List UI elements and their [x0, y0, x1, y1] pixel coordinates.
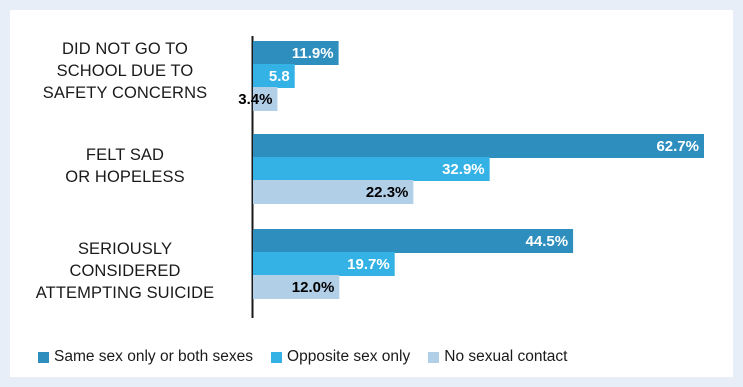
- bar-no-contact-1: [253, 180, 414, 204]
- data-label-opposite-sex-2: 19.7%: [347, 256, 390, 273]
- bar-same-sex-2: [253, 229, 574, 253]
- category-label-line: OR HOPELESS: [65, 168, 185, 186]
- bar-opposite-sex-1: [253, 157, 490, 181]
- legend-label-no-contact: No sexual contact: [444, 348, 568, 365]
- data-label-same-sex-1: 62.7%: [656, 138, 699, 155]
- bar-opposite-sex-2: [253, 252, 395, 276]
- legend-item-opposite-sex: Opposite sex only: [271, 348, 410, 366]
- data-label-no-contact-2: 12.0%: [292, 279, 335, 296]
- legend-item-same-sex: Same sex only or both sexes: [38, 348, 253, 366]
- category-label-line: SCHOOL DUE TO: [56, 62, 194, 80]
- legend-label-same-sex: Same sex only or both sexes: [54, 348, 254, 365]
- category-label-1: FELT SAD OR HOPELESS: [10, 144, 240, 188]
- legend-item-no-contact: No sexual contact: [428, 348, 567, 366]
- bar-opposite-sex-0: [253, 64, 295, 88]
- category-label-line: SERIOUSLY: [77, 240, 173, 258]
- data-label-no-contact-0: 3.4%: [238, 91, 272, 108]
- bar-same-sex-0: [253, 41, 339, 65]
- data-label-opposite-sex-0: 5.8: [269, 68, 290, 85]
- category-label-0: DID NOT GO TO SCHOOL DUE TO SAFETY CONCERN…: [10, 38, 240, 104]
- data-label-same-sex-0: 11.9%: [292, 45, 334, 62]
- bar-same-sex-1: [253, 134, 704, 158]
- legend-swatch-same-sex: [38, 351, 49, 363]
- category-label-line: DID NOT GO TO: [62, 40, 188, 58]
- data-label-same-sex-2: 44.5%: [526, 233, 569, 250]
- category-label-line: FELT SAD: [85, 146, 165, 164]
- data-label-no-contact-1: 22.3%: [366, 184, 409, 201]
- category-label-line: CONSIDERED: [69, 262, 181, 280]
- category-label-line: ATTEMPTING SUICIDE: [35, 284, 215, 302]
- legend-label-opposite-sex: Opposite sex only: [287, 348, 411, 365]
- data-label-opposite-sex-1: 32.9%: [442, 161, 485, 178]
- bar-no-contact-0: [253, 87, 278, 111]
- category-label-line: SAFETY CONCERNS: [42, 84, 208, 102]
- bar-no-contact-2: [253, 275, 340, 299]
- legend: Same sex only or both sexes Opposite sex…: [38, 346, 585, 368]
- legend-swatch-no-contact: [428, 351, 440, 363]
- legend-swatch-opposite-sex: [271, 351, 283, 363]
- category-label-2: SERIOUSLY CONSIDERED ATTEMPTING SUICIDE: [10, 238, 240, 304]
